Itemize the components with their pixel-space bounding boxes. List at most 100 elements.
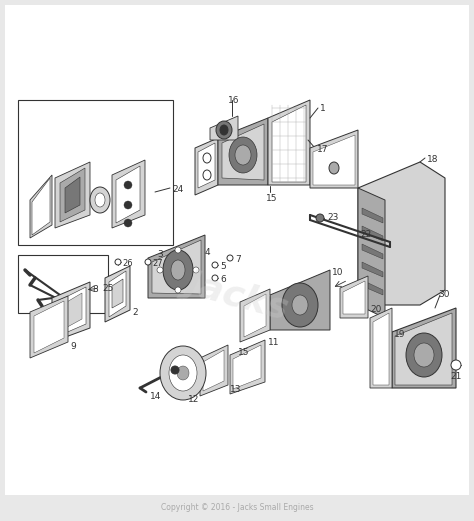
Ellipse shape [216, 121, 232, 139]
Polygon shape [195, 138, 218, 195]
Ellipse shape [227, 255, 233, 261]
Polygon shape [358, 188, 385, 318]
Polygon shape [340, 276, 368, 318]
Polygon shape [218, 118, 268, 185]
Polygon shape [148, 235, 205, 298]
Bar [18, 100, 173, 245]
Ellipse shape [292, 295, 308, 315]
Text: 9: 9 [70, 342, 76, 351]
Ellipse shape [175, 247, 181, 253]
Text: Jacks: Jacks [182, 265, 292, 325]
Polygon shape [52, 282, 90, 342]
Polygon shape [203, 350, 224, 391]
Polygon shape [240, 289, 270, 342]
Polygon shape [310, 130, 358, 188]
Polygon shape [373, 313, 389, 385]
Ellipse shape [124, 181, 132, 189]
Text: 21: 21 [450, 372, 461, 381]
Ellipse shape [157, 267, 163, 273]
Ellipse shape [124, 201, 132, 209]
Text: 14: 14 [150, 392, 161, 401]
Ellipse shape [203, 170, 211, 180]
Ellipse shape [177, 366, 189, 380]
Text: 1: 1 [320, 104, 326, 113]
Polygon shape [358, 162, 445, 305]
Polygon shape [109, 271, 126, 317]
Text: 27: 27 [152, 259, 163, 268]
Polygon shape [198, 143, 215, 188]
Ellipse shape [169, 355, 197, 391]
Ellipse shape [212, 275, 218, 281]
Polygon shape [56, 287, 86, 337]
Text: 20: 20 [370, 305, 382, 314]
Polygon shape [362, 208, 383, 223]
Text: 12: 12 [188, 395, 200, 404]
Text: 2: 2 [132, 308, 137, 317]
Polygon shape [34, 301, 64, 353]
Polygon shape [116, 166, 140, 223]
Polygon shape [313, 135, 355, 185]
Text: 15: 15 [266, 194, 277, 203]
Ellipse shape [175, 287, 181, 293]
Text: 4: 4 [205, 248, 210, 257]
Polygon shape [30, 175, 52, 238]
Polygon shape [60, 293, 82, 331]
Ellipse shape [95, 193, 105, 207]
Text: 26: 26 [122, 259, 133, 268]
Ellipse shape [160, 346, 206, 400]
Text: 22: 22 [360, 230, 371, 239]
Polygon shape [112, 279, 123, 308]
Polygon shape [105, 266, 130, 322]
Ellipse shape [90, 187, 110, 213]
Polygon shape [395, 313, 452, 385]
Polygon shape [392, 308, 456, 388]
Polygon shape [268, 100, 310, 185]
Text: 5: 5 [220, 262, 226, 271]
Polygon shape [30, 296, 68, 358]
Text: 11: 11 [268, 338, 280, 347]
Ellipse shape [171, 260, 185, 280]
Ellipse shape [124, 219, 132, 227]
Polygon shape [18, 235, 456, 370]
Text: 7: 7 [235, 255, 241, 264]
Text: 13: 13 [230, 385, 241, 394]
Ellipse shape [406, 333, 442, 377]
Polygon shape [362, 226, 383, 241]
Bar [18, 255, 108, 313]
Polygon shape [230, 340, 265, 394]
Ellipse shape [212, 262, 218, 268]
Polygon shape [362, 244, 383, 259]
Text: 23: 23 [327, 213, 338, 222]
Polygon shape [152, 240, 201, 294]
Ellipse shape [329, 162, 339, 174]
Ellipse shape [229, 137, 257, 173]
Polygon shape [30, 243, 444, 362]
Polygon shape [272, 105, 306, 182]
Text: 8: 8 [92, 285, 98, 294]
Ellipse shape [163, 250, 193, 290]
Polygon shape [233, 345, 261, 389]
Polygon shape [65, 177, 80, 213]
Ellipse shape [414, 343, 434, 367]
Text: 15: 15 [238, 348, 249, 357]
Ellipse shape [171, 366, 179, 374]
Ellipse shape [235, 145, 251, 165]
Polygon shape [200, 345, 228, 396]
Polygon shape [112, 160, 145, 228]
Text: 19: 19 [394, 330, 405, 339]
Text: 10: 10 [332, 268, 344, 277]
Text: 3: 3 [157, 250, 163, 259]
Text: 30: 30 [438, 290, 449, 299]
Polygon shape [210, 116, 238, 140]
Polygon shape [55, 162, 90, 228]
Ellipse shape [145, 259, 151, 265]
Text: 24: 24 [172, 185, 183, 194]
Text: Copyright © 2016 - Jacks Small Engines: Copyright © 2016 - Jacks Small Engines [161, 503, 313, 513]
Polygon shape [244, 294, 266, 337]
Polygon shape [270, 270, 330, 330]
Polygon shape [343, 281, 365, 314]
Polygon shape [362, 262, 383, 277]
Text: 25: 25 [102, 284, 113, 293]
Ellipse shape [282, 283, 318, 327]
Text: 17: 17 [317, 145, 328, 154]
